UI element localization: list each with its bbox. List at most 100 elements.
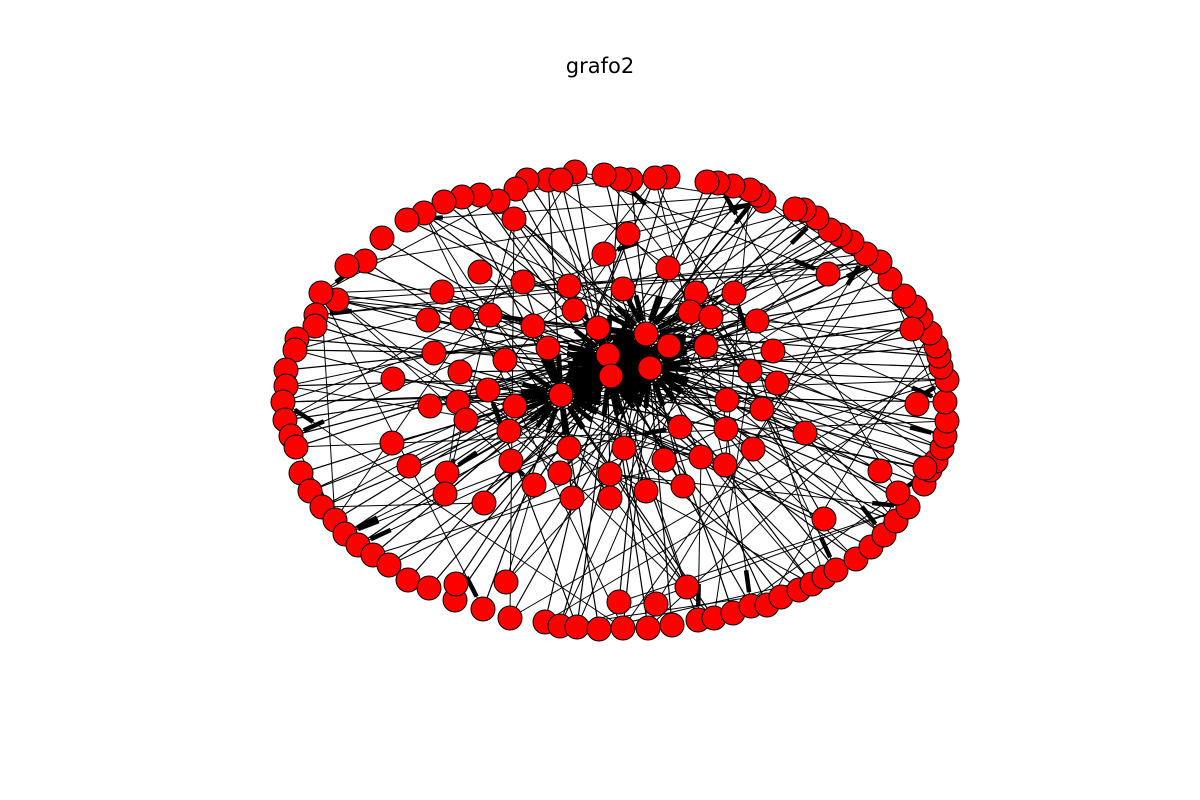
graph-node bbox=[635, 615, 661, 641]
graph-node bbox=[740, 436, 766, 462]
graph-edge bbox=[315, 253, 867, 316]
graph-node bbox=[547, 460, 573, 486]
graph-edge bbox=[568, 285, 881, 472]
graph-edge bbox=[846, 265, 869, 279]
graph-node bbox=[432, 481, 458, 507]
graph-node bbox=[633, 321, 659, 347]
graph-node bbox=[643, 591, 669, 617]
graph-node bbox=[891, 283, 917, 309]
graph-edge bbox=[572, 398, 599, 415]
graph-node bbox=[823, 557, 849, 583]
graph-node bbox=[610, 276, 636, 302]
graph-node bbox=[556, 273, 582, 299]
graph-edge bbox=[505, 367, 651, 583]
graph-edge bbox=[459, 371, 715, 619]
graph-node bbox=[556, 435, 582, 461]
graph-edge bbox=[497, 200, 857, 560]
graph-node bbox=[659, 612, 685, 638]
graph-edge bbox=[733, 292, 825, 578]
graph-edge bbox=[603, 174, 885, 536]
graph-edge bbox=[627, 233, 897, 522]
graph-node bbox=[597, 461, 623, 487]
graph-edge bbox=[576, 506, 909, 628]
graph-edge bbox=[483, 375, 612, 504]
graph-node bbox=[308, 280, 334, 306]
graph-edge bbox=[574, 395, 601, 406]
graph-edge bbox=[733, 204, 751, 225]
graph-edge bbox=[559, 194, 759, 627]
graph-node bbox=[591, 162, 617, 188]
graph-node bbox=[815, 261, 841, 287]
graph-node bbox=[453, 407, 479, 433]
graph-edge bbox=[509, 366, 942, 619]
graph-node bbox=[598, 363, 624, 389]
graph-edge bbox=[295, 420, 948, 448]
graph-edge bbox=[575, 362, 599, 383]
graph-edge bbox=[621, 344, 644, 355]
graph-node bbox=[885, 480, 911, 506]
graph-node bbox=[449, 305, 475, 331]
graph-edge bbox=[749, 189, 931, 334]
graph-edge bbox=[356, 515, 379, 530]
graph-node bbox=[714, 387, 740, 413]
graph-edge bbox=[444, 218, 515, 495]
graph-edge bbox=[315, 261, 881, 316]
graph-edge bbox=[611, 388, 626, 415]
graph-edge bbox=[625, 297, 642, 323]
graph-node bbox=[737, 358, 763, 384]
graph-node bbox=[633, 478, 659, 504]
graph-edge bbox=[818, 536, 833, 559]
graph-edge bbox=[293, 407, 315, 424]
graph-node bbox=[498, 448, 524, 474]
graph-node bbox=[334, 253, 360, 279]
graph-node bbox=[434, 460, 460, 486]
graph-node bbox=[760, 338, 786, 364]
graph-edge bbox=[766, 332, 931, 606]
graph-edge bbox=[294, 349, 702, 458]
graph-edge bbox=[609, 389, 620, 416]
graph-node bbox=[564, 614, 590, 640]
graph-edge bbox=[605, 328, 633, 336]
graph-edge bbox=[909, 425, 932, 435]
graph-edge bbox=[294, 209, 805, 351]
graph-node bbox=[656, 333, 682, 359]
graph-edge bbox=[547, 179, 612, 377]
graph-node bbox=[651, 447, 677, 473]
graph-edge bbox=[547, 355, 560, 383]
graph-node bbox=[611, 435, 637, 461]
graph-node bbox=[416, 575, 442, 601]
graph-node bbox=[606, 589, 632, 615]
graph-edge bbox=[285, 333, 647, 371]
graph-edge bbox=[321, 502, 485, 508]
graph-edge bbox=[505, 234, 841, 583]
graph-edge bbox=[336, 261, 881, 301]
graph-node bbox=[376, 552, 402, 578]
graph-node bbox=[369, 225, 395, 251]
graph-node bbox=[431, 189, 457, 215]
graph-node bbox=[521, 472, 547, 498]
graph-edge bbox=[793, 258, 816, 271]
graph-edge bbox=[663, 317, 922, 461]
graph-edge bbox=[743, 570, 752, 593]
graph-node bbox=[674, 574, 700, 600]
graph-node bbox=[520, 313, 546, 339]
graph-edge bbox=[860, 505, 878, 526]
graph-edge bbox=[725, 428, 926, 469]
graph-edge bbox=[911, 385, 934, 399]
graph-edge bbox=[464, 575, 479, 598]
graph-node bbox=[496, 418, 522, 444]
graph-node bbox=[698, 304, 724, 330]
graph-edge bbox=[334, 354, 608, 521]
graph-node bbox=[467, 259, 493, 285]
graph-node bbox=[712, 452, 738, 478]
graph-edge bbox=[633, 294, 645, 322]
graph-node bbox=[782, 196, 808, 222]
graph-edge bbox=[560, 408, 568, 436]
graph-node bbox=[693, 333, 719, 359]
graph-node bbox=[591, 241, 617, 267]
graph-edge bbox=[723, 193, 739, 216]
graph-edge bbox=[598, 576, 825, 630]
graph-node bbox=[492, 347, 518, 373]
graph-node bbox=[688, 444, 714, 470]
